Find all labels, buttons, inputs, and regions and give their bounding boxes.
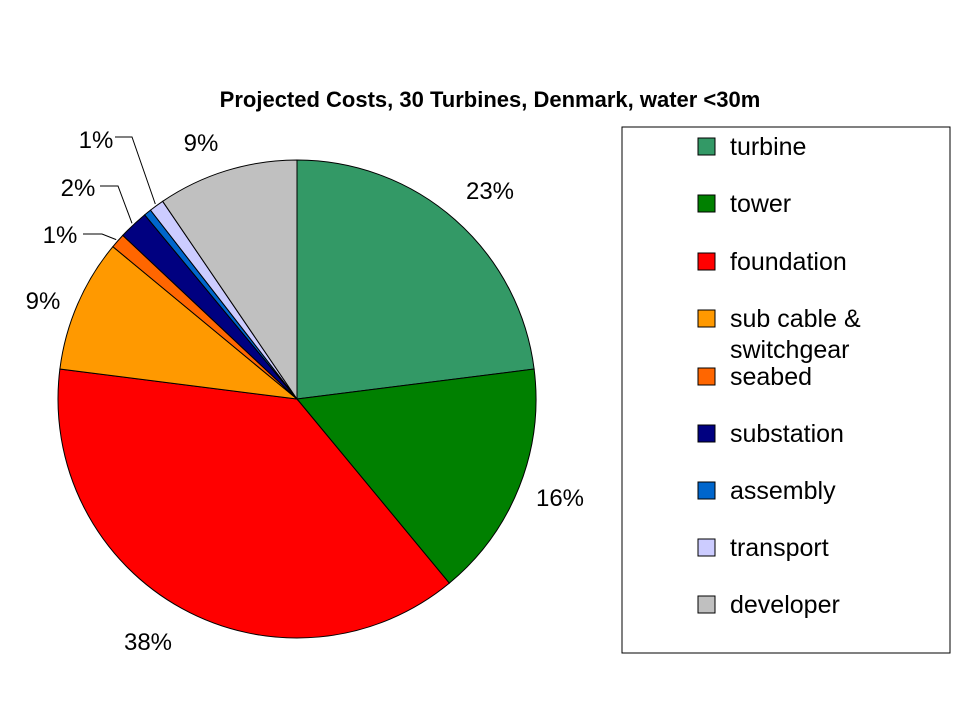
slice-label-seabed: 1% (43, 222, 78, 249)
slice-label-developer: 9% (184, 130, 219, 157)
legend: turbine tower foundation sub cable & switchg… (697, 133, 861, 619)
slice-label-transport: 1% (79, 127, 114, 154)
leader-line-seabed (83, 233, 117, 241)
slice-sub-cable-switchgear (59, 245, 299, 400)
legend-swatch-assembly (697, 481, 716, 500)
legend-label-substation: substation (730, 420, 844, 448)
legend-label-transport: transport (730, 534, 829, 562)
slice-tower (296, 368, 537, 584)
pie-slices (57, 159, 537, 639)
leader-line-substation (100, 185, 133, 224)
leader-line-transport (115, 136, 156, 205)
legend-label-sub-cable-switchgear: sub cable & switchgear (730, 305, 861, 364)
slice-developer (161, 159, 298, 401)
legend-box (621, 126, 951, 654)
chart-title: Projected Costs, 30 Turbines, Denmark, w… (220, 87, 761, 112)
legend-label-assembly: assembly (730, 477, 836, 505)
legend-swatch-substation (697, 424, 716, 443)
legend-swatch-foundation (697, 252, 716, 271)
leader-lines (83, 136, 156, 241)
slice-foundation (57, 368, 451, 639)
legend-label-turbine: turbine (730, 133, 806, 161)
slice-label-substation: 2% (61, 175, 96, 202)
slice-label-turbine: 23% (466, 178, 514, 205)
legend-swatch-transport (697, 538, 716, 557)
legend-swatch-developer (697, 595, 716, 614)
legend-swatch-sub-cable-switchgear (697, 309, 716, 328)
legend-label-tower: tower (730, 190, 791, 218)
legend-swatch-seabed (697, 367, 716, 386)
legend-swatch-turbine (697, 137, 716, 156)
legend-label-foundation: foundation (730, 248, 847, 276)
legend-label-developer: developer (730, 591, 840, 619)
legend-swatch-tower (697, 194, 716, 213)
slice-labels: 23% 16% 38% 9% 1% 2% 1% 9% (26, 127, 584, 656)
slice-turbine (296, 159, 535, 400)
slice-label-tower: 16% (536, 485, 584, 512)
slice-label-foundation: 38% (124, 629, 172, 656)
legend-label-seabed: seabed (730, 363, 812, 391)
slice-label-sub-cable-switchgear: 9% (26, 288, 61, 315)
